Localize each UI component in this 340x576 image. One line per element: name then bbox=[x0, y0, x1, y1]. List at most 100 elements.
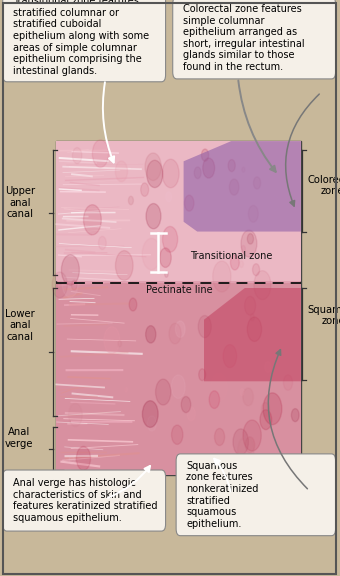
Circle shape bbox=[160, 248, 171, 267]
Circle shape bbox=[260, 410, 272, 430]
Circle shape bbox=[171, 375, 185, 399]
Text: Transitional zone features
stratified columnar or
stratified cuboidal
epithelium: Transitional zone features stratified co… bbox=[13, 0, 149, 76]
Circle shape bbox=[261, 403, 270, 416]
Circle shape bbox=[231, 255, 239, 270]
Circle shape bbox=[166, 192, 172, 202]
Text: Colorectal zone features
simple columnar
epithelium arranged as
short, irregular: Colorectal zone features simple columnar… bbox=[183, 4, 305, 72]
Text: Upper
anal
canal: Upper anal canal bbox=[5, 186, 35, 219]
Circle shape bbox=[291, 408, 299, 422]
Text: Colorectal
zone: Colorectal zone bbox=[308, 175, 340, 196]
Circle shape bbox=[215, 429, 225, 445]
Circle shape bbox=[263, 393, 282, 425]
Circle shape bbox=[52, 272, 67, 298]
FancyBboxPatch shape bbox=[56, 141, 301, 281]
Circle shape bbox=[156, 379, 173, 408]
Circle shape bbox=[265, 362, 271, 372]
Circle shape bbox=[242, 167, 245, 172]
Circle shape bbox=[198, 316, 211, 338]
Circle shape bbox=[118, 341, 121, 347]
Circle shape bbox=[228, 160, 235, 172]
Circle shape bbox=[248, 206, 258, 222]
Circle shape bbox=[129, 196, 133, 204]
Circle shape bbox=[194, 167, 201, 179]
Circle shape bbox=[146, 203, 161, 229]
Circle shape bbox=[253, 264, 260, 276]
Text: Anal verge has histologic
characteristics of skin and
features keratinized strat: Anal verge has histologic characteristic… bbox=[13, 478, 157, 523]
Circle shape bbox=[142, 401, 158, 427]
Circle shape bbox=[238, 437, 254, 464]
Circle shape bbox=[270, 195, 279, 211]
Circle shape bbox=[284, 375, 292, 391]
Circle shape bbox=[241, 230, 257, 257]
Circle shape bbox=[247, 317, 262, 342]
Circle shape bbox=[247, 234, 254, 244]
Circle shape bbox=[244, 296, 256, 315]
Circle shape bbox=[240, 389, 244, 396]
Circle shape bbox=[291, 215, 294, 221]
Text: Squamous
zone: Squamous zone bbox=[308, 305, 340, 327]
Circle shape bbox=[69, 456, 74, 464]
Text: Anal
verge: Anal verge bbox=[5, 427, 34, 449]
Circle shape bbox=[126, 261, 129, 266]
Circle shape bbox=[147, 416, 156, 431]
Circle shape bbox=[241, 245, 245, 252]
Circle shape bbox=[245, 437, 255, 453]
FancyBboxPatch shape bbox=[176, 454, 336, 536]
Circle shape bbox=[104, 327, 120, 354]
Circle shape bbox=[162, 159, 179, 188]
Circle shape bbox=[76, 446, 90, 471]
Circle shape bbox=[156, 379, 171, 405]
Circle shape bbox=[185, 195, 194, 211]
FancyBboxPatch shape bbox=[3, 470, 166, 531]
FancyBboxPatch shape bbox=[56, 283, 301, 475]
Circle shape bbox=[199, 369, 206, 381]
Circle shape bbox=[181, 396, 191, 412]
Circle shape bbox=[141, 183, 149, 196]
Circle shape bbox=[92, 140, 109, 168]
Circle shape bbox=[84, 204, 101, 235]
Circle shape bbox=[146, 325, 156, 343]
Circle shape bbox=[129, 298, 137, 311]
Circle shape bbox=[233, 429, 249, 455]
Circle shape bbox=[239, 261, 243, 267]
Circle shape bbox=[209, 391, 220, 408]
Circle shape bbox=[68, 403, 82, 427]
FancyBboxPatch shape bbox=[173, 0, 336, 79]
Circle shape bbox=[115, 161, 128, 181]
Text: Squamous
zone features
nonkeratinized
stratified
squamous
epithelium.: Squamous zone features nonkeratinized st… bbox=[186, 461, 259, 529]
Text: Lower
anal
canal: Lower anal canal bbox=[5, 309, 35, 342]
Circle shape bbox=[171, 425, 183, 444]
Circle shape bbox=[211, 373, 227, 401]
Circle shape bbox=[243, 420, 261, 451]
Circle shape bbox=[145, 153, 161, 180]
Circle shape bbox=[116, 251, 133, 281]
Circle shape bbox=[98, 236, 106, 249]
Circle shape bbox=[62, 255, 79, 285]
Circle shape bbox=[165, 271, 168, 277]
Text: Transitional zone: Transitional zone bbox=[190, 251, 273, 261]
Polygon shape bbox=[184, 141, 301, 232]
Circle shape bbox=[72, 147, 82, 164]
Circle shape bbox=[230, 179, 239, 195]
Circle shape bbox=[250, 314, 254, 321]
Circle shape bbox=[243, 388, 253, 406]
FancyBboxPatch shape bbox=[3, 0, 166, 82]
Circle shape bbox=[175, 321, 185, 338]
Circle shape bbox=[203, 158, 215, 178]
Circle shape bbox=[254, 271, 271, 300]
Circle shape bbox=[213, 261, 231, 292]
Circle shape bbox=[187, 407, 196, 421]
Circle shape bbox=[125, 388, 128, 392]
Circle shape bbox=[223, 344, 237, 367]
Circle shape bbox=[147, 160, 163, 188]
FancyBboxPatch shape bbox=[56, 141, 301, 475]
Text: Pectinate line: Pectinate line bbox=[146, 285, 213, 295]
Circle shape bbox=[142, 238, 161, 270]
Polygon shape bbox=[204, 288, 301, 381]
Circle shape bbox=[169, 323, 181, 344]
Circle shape bbox=[163, 226, 178, 252]
Circle shape bbox=[253, 177, 261, 189]
Circle shape bbox=[202, 149, 209, 161]
Circle shape bbox=[71, 280, 77, 290]
Circle shape bbox=[62, 270, 78, 297]
